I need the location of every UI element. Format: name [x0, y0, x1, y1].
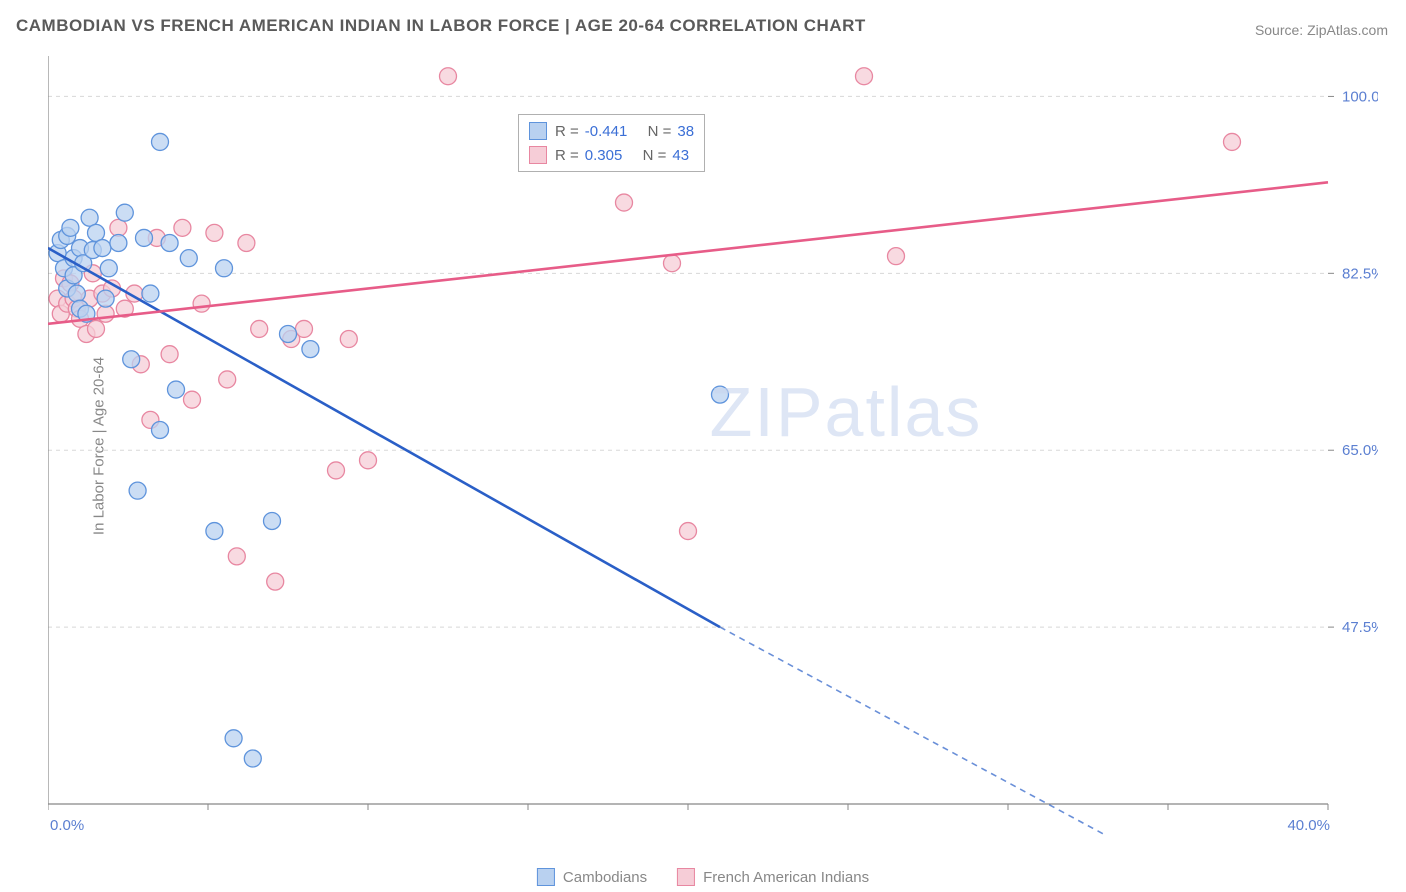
r-value-1: 0.305	[585, 147, 623, 164]
r-label-2: R =	[555, 147, 579, 164]
legend-label-0: Cambodians	[563, 869, 647, 886]
chart-title: CAMBODIAN VS FRENCH AMERICAN INDIAN IN L…	[16, 16, 866, 36]
legend-swatch-pink-2	[677, 868, 695, 886]
n-label: N =	[648, 123, 672, 140]
chart-area: 47.5%65.0%82.5%100.0%0.0%40.0% ZIPatlas …	[48, 56, 1378, 846]
svg-text:65.0%: 65.0%	[1342, 442, 1378, 459]
correlation-legend: R = -0.441 N = 38 R = 0.305 N = 43	[518, 114, 705, 172]
legend-swatch-blue	[529, 122, 547, 140]
svg-text:40.0%: 40.0%	[1287, 817, 1330, 834]
n-label-2: N =	[643, 147, 667, 164]
legend-label-1: French American Indians	[703, 869, 869, 886]
svg-text:82.5%: 82.5%	[1342, 265, 1378, 282]
legend-row-cambodians: R = -0.441 N = 38	[529, 119, 694, 143]
scatter-plot: 47.5% 65.0% 82.5% 100.0% 0.0% 40.0%	[48, 56, 1378, 846]
r-value-0: -0.441	[585, 123, 628, 140]
legend-swatch-blue-2	[537, 868, 555, 886]
r-label: R =	[555, 123, 579, 140]
source-label: Source:	[1255, 22, 1307, 38]
source-link[interactable]: ZipAtlas.com	[1307, 22, 1388, 38]
n-value-0: 38	[677, 123, 694, 140]
svg-text:100.0%: 100.0%	[1342, 88, 1378, 105]
n-value-1: 43	[672, 147, 689, 164]
legend-item-french: French American Indians	[677, 868, 869, 886]
legend-row-french: R = 0.305 N = 43	[529, 143, 694, 167]
series-legend: Cambodians French American Indians	[537, 868, 869, 886]
svg-text:0.0%: 0.0%	[50, 817, 84, 834]
source-attribution: Source: ZipAtlas.com	[1255, 22, 1388, 38]
legend-swatch-pink	[529, 146, 547, 164]
legend-item-cambodians: Cambodians	[537, 868, 647, 886]
svg-text:47.5%: 47.5%	[1342, 619, 1378, 636]
